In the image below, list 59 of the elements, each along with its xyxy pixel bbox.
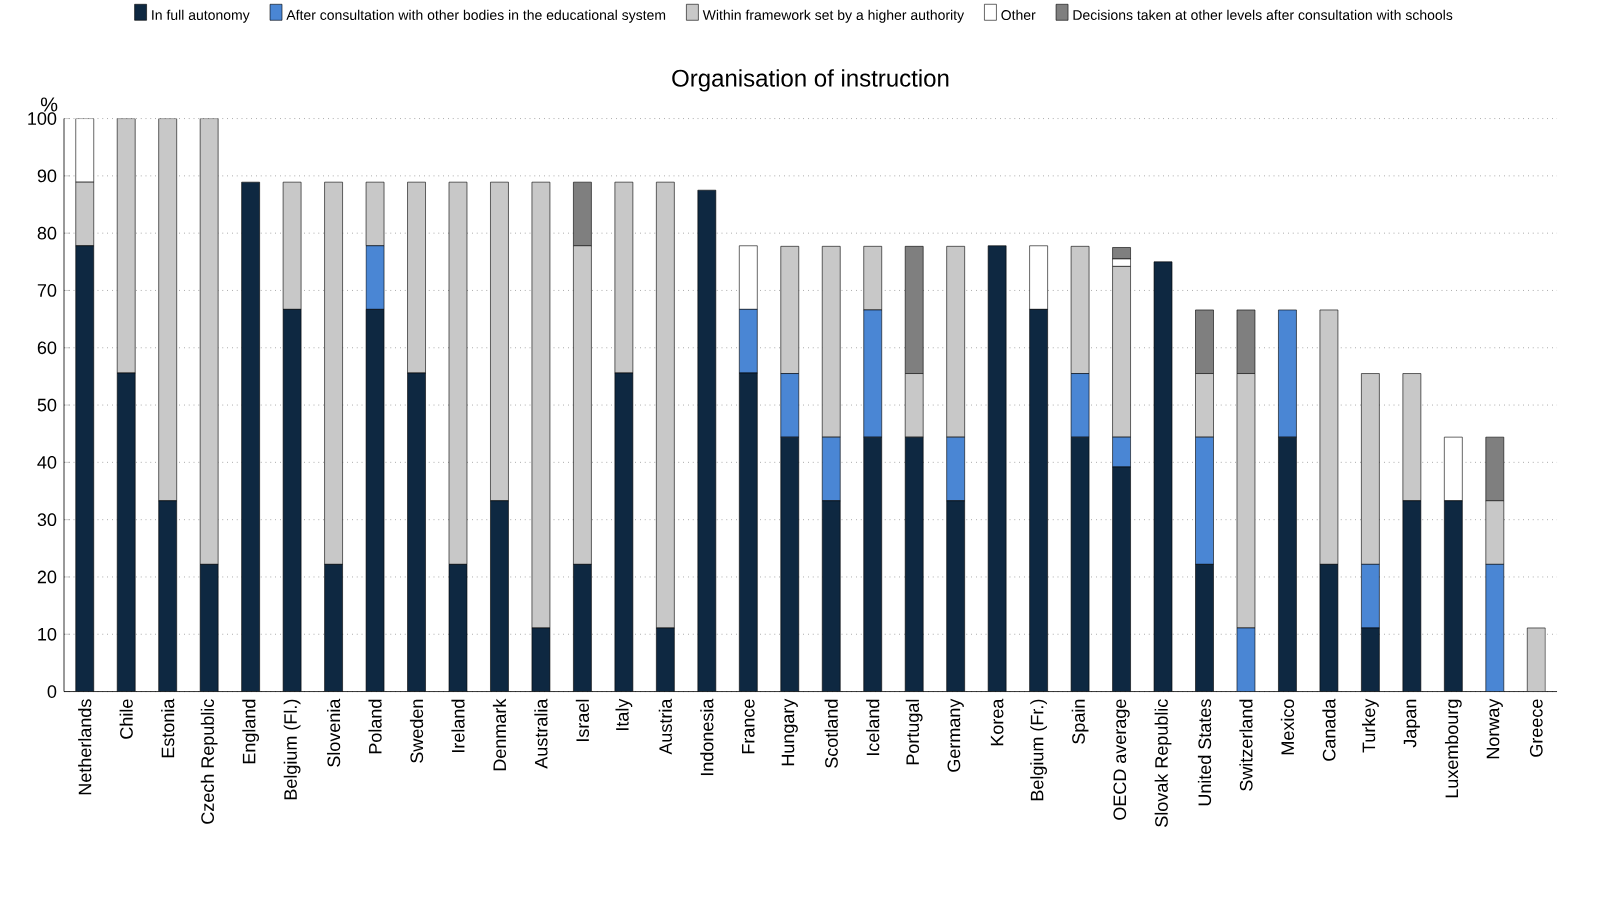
x-tick-label: Estonia — [161, 698, 175, 758]
x-tick-label: Mexico — [1280, 699, 1295, 755]
legend-label: Within framework set by a higher authority — [702, 9, 965, 23]
legend-label: Decisions taken at other levels after consultation with schools — [1073, 9, 1453, 21]
x-tick-label: Sweden — [409, 700, 424, 764]
x-tick-label: Israel — [575, 700, 590, 742]
y-tick-label: 30 — [37, 513, 57, 527]
bar — [1526, 627, 1546, 692]
x-tick-label: Netherlands — [78, 699, 92, 795]
x-tick-label: Hungary — [781, 698, 798, 766]
x-tick-label: Indonesia — [700, 698, 714, 776]
x-tick-label: Turkey — [1362, 698, 1379, 753]
y-tick-label: 80 — [37, 227, 57, 240]
legend-label: In full autonomy — [152, 9, 250, 23]
x-tick-label: Luxembourg — [1444, 700, 1462, 798]
bar — [241, 182, 260, 692]
x-tick-label: Switzerland — [1239, 700, 1253, 792]
x-tick-label: OECD average — [1113, 699, 1130, 821]
x-tick-label: Austria — [658, 698, 672, 755]
y-tick-label: 90 — [37, 169, 57, 183]
x-tick-label: Poland — [368, 700, 382, 754]
y-tick-label: 20 — [37, 570, 57, 584]
x-tick-label: Germany — [947, 698, 964, 772]
x-tick-label: United States — [1197, 699, 1212, 806]
y-axis-title: % — [40, 97, 58, 112]
x-tick-label: Scotland — [824, 700, 838, 769]
x-tick-label: Denmark — [492, 698, 507, 771]
x-tick-label: Slovak Republic — [1154, 699, 1172, 828]
x-tick-label: Greece — [1529, 699, 1543, 757]
bar — [697, 190, 717, 692]
x-tick-label: England — [242, 700, 260, 764]
x-tick-label: Italy — [615, 698, 633, 731]
bar — [1153, 261, 1173, 692]
x-tick-label: France — [742, 699, 755, 754]
legend-label: Other — [1001, 9, 1036, 21]
x-tick-label: Australia — [534, 698, 548, 769]
x-tick-label: Portugal — [905, 700, 923, 765]
y-tick-label: 40 — [37, 456, 57, 469]
y-tick-label: 100 — [28, 112, 57, 126]
chart-title: Organisation of instruction — [672, 69, 949, 92]
x-tick-label: Czech Republic — [200, 699, 218, 824]
x-tick-label: Spain — [1071, 700, 1089, 745]
x-tick-label: Japan — [1403, 700, 1420, 748]
y-tick-label: 70 — [37, 284, 57, 298]
x-tick-label: Belgium (Fl.) — [283, 699, 301, 800]
x-tick-label: Belgium (Fr.) — [1030, 699, 1047, 801]
y-tick-label: 10 — [38, 628, 57, 641]
y-tick-label: 0 — [47, 685, 57, 699]
x-tick-label: Iceland — [866, 700, 880, 756]
x-tick-label: Ireland — [451, 700, 465, 753]
legend-label: After consultation with other bodies in the educational system — [286, 9, 666, 23]
y-tick-label: 50 — [37, 398, 57, 412]
y-tick-label: 60 — [37, 341, 57, 355]
x-tick-label: Canada — [1322, 698, 1336, 761]
x-tick-label: Norway — [1486, 698, 1503, 759]
x-tick-label: Slovenia — [326, 698, 341, 768]
x-tick-label: Korea — [990, 698, 1004, 746]
bar — [987, 245, 1007, 692]
x-tick-label: Chile — [119, 699, 133, 739]
